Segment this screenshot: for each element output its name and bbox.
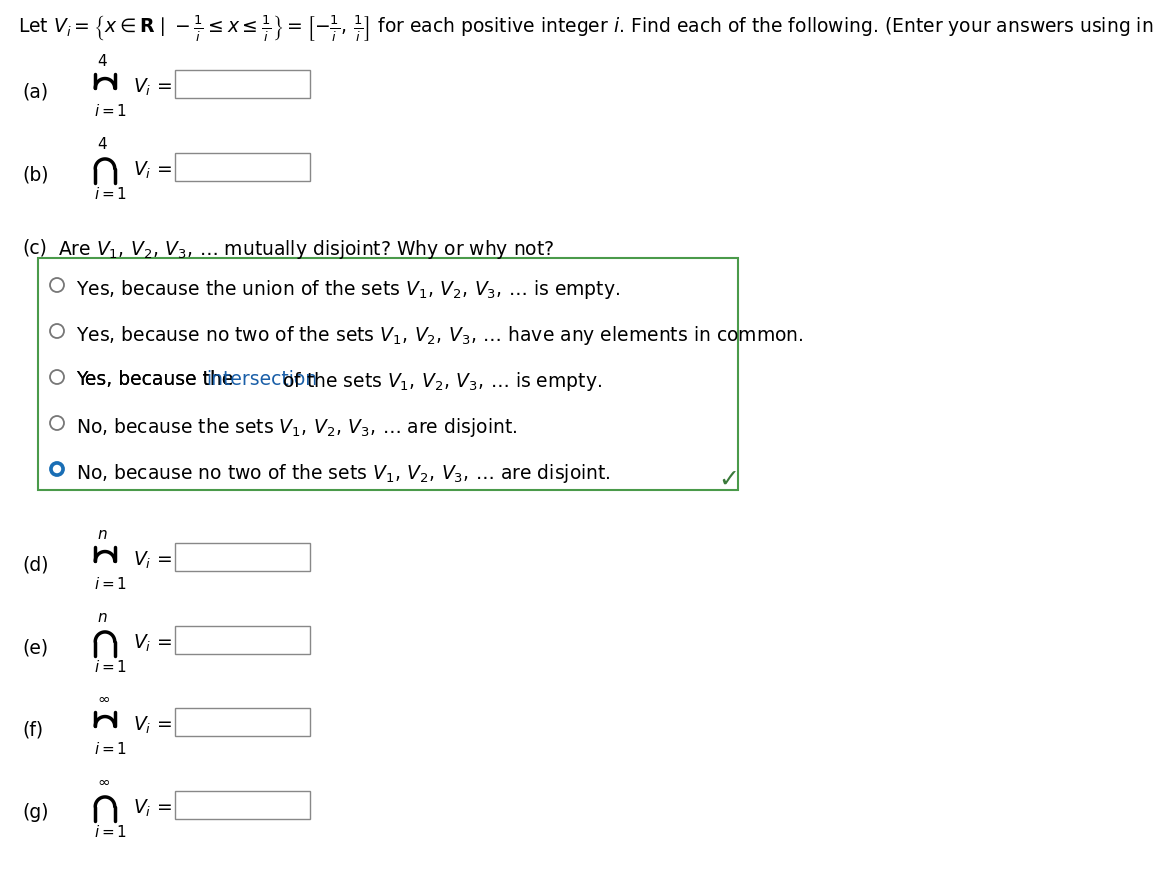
Text: $i = 1$: $i = 1$ — [93, 824, 127, 840]
Text: $i = 1$: $i = 1$ — [93, 186, 127, 202]
Text: ✓: ✓ — [718, 468, 739, 492]
Text: Yes, because the: Yes, because the — [76, 370, 239, 389]
Text: Let $V_i = \left\{x \in \mathbf{R} \mid -\frac{1}{i} \leq x \leq \frac{1}{i}\rig: Let $V_i = \left\{x \in \mathbf{R} \mid … — [18, 14, 1154, 45]
Text: of the sets $V_1,\, V_2,\, V_3,\, \ldots$ is empty.: of the sets $V_1,\, V_2,\, V_3,\, \ldots… — [282, 370, 602, 393]
Text: Yes, because the union of the sets $V_1,\, V_2,\, V_3,\, \ldots$ is empty.: Yes, because the union of the sets $V_1,… — [76, 278, 620, 301]
Bar — [175, 70, 310, 98]
Bar — [175, 543, 310, 571]
Text: 4: 4 — [97, 54, 106, 69]
Bar — [175, 791, 310, 819]
Text: $V_i\, =$: $V_i\, =$ — [133, 797, 172, 819]
Text: 4: 4 — [97, 137, 106, 152]
Text: Yes, because the: Yes, because the — [76, 370, 239, 389]
Text: No, because the sets $V_1,\, V_2,\, V_3,\, \ldots$ are disjoint.: No, because the sets $V_1,\, V_2,\, V_3,… — [76, 416, 517, 439]
Text: (e): (e) — [22, 639, 48, 657]
Text: $i = 1$: $i = 1$ — [93, 103, 127, 119]
Text: n: n — [97, 527, 106, 542]
Text: n: n — [97, 610, 106, 625]
Bar — [175, 153, 310, 181]
Text: Yes, because no two of the sets $V_1,\, V_2,\, V_3,\, \ldots$ have any elements : Yes, because no two of the sets $V_1,\, … — [76, 324, 803, 347]
Text: (a): (a) — [22, 82, 48, 101]
Text: ∞: ∞ — [97, 692, 110, 707]
Text: $V_i\, =$: $V_i\, =$ — [133, 159, 172, 181]
Bar — [175, 708, 310, 736]
Text: $i = 1$: $i = 1$ — [93, 659, 127, 675]
Text: Are $V_1,\, V_2,\, V_3,\, \ldots$ mutually disjoint? Why or why not?: Are $V_1,\, V_2,\, V_3,\, \ldots$ mutual… — [58, 238, 555, 261]
Text: intersection: intersection — [207, 370, 317, 389]
Text: (d): (d) — [22, 556, 48, 574]
Text: $V_i\, =$: $V_i\, =$ — [133, 714, 172, 736]
Bar — [175, 626, 310, 654]
Text: (g): (g) — [22, 803, 48, 822]
Text: $V_i\, =$: $V_i\, =$ — [133, 633, 172, 654]
Text: $V_i\, =$: $V_i\, =$ — [133, 550, 172, 571]
Circle shape — [50, 462, 63, 476]
Text: $i = 1$: $i = 1$ — [93, 576, 127, 592]
Text: No, because no two of the sets $V_1,\, V_2,\, V_3,\, \ldots$ are disjoint.: No, because no two of the sets $V_1,\, V… — [76, 462, 610, 485]
Text: $V_i\, =$: $V_i\, =$ — [133, 76, 172, 98]
Text: (b): (b) — [22, 165, 48, 184]
Bar — [38, 258, 739, 490]
Text: (c): (c) — [22, 238, 47, 257]
Text: ∞: ∞ — [97, 775, 110, 790]
Text: $i = 1$: $i = 1$ — [93, 741, 127, 757]
Text: (f): (f) — [22, 720, 43, 739]
Circle shape — [53, 466, 60, 473]
